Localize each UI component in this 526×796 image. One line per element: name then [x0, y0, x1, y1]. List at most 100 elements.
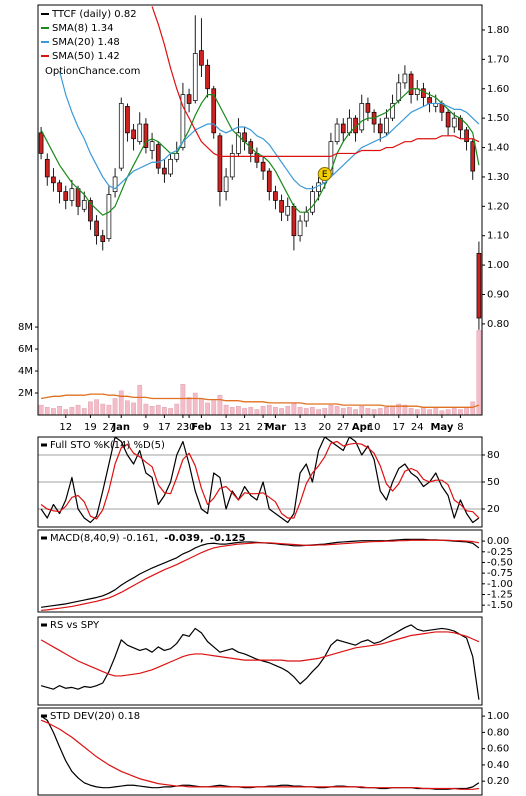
- volume-bar: [260, 406, 266, 415]
- panel-title: RS vs SPY: [50, 620, 100, 631]
- candle-body: [279, 200, 284, 213]
- candle-body: [390, 103, 395, 119]
- plot-area: [38, 6, 482, 415]
- volume-bar: [168, 408, 173, 415]
- x-tick-label: 27: [337, 422, 350, 433]
- x-tick-label: 20: [318, 422, 331, 433]
- x-tick-label: 13: [294, 422, 307, 433]
- volume-bar: [44, 407, 50, 415]
- volume-bar: [186, 397, 192, 415]
- plot-area: [40, 624, 480, 700]
- series-line: [58, 70, 480, 190]
- y-tick-label: 1.80: [487, 25, 509, 36]
- candle-body: [297, 220, 303, 237]
- candle-body: [162, 167, 167, 175]
- volume-bar: [143, 403, 149, 415]
- volume-bar: [365, 408, 371, 415]
- x-tick-label: Jan: [111, 422, 130, 433]
- panel: 80 50 20 Full STO %K(14) %D(5): [37, 436, 500, 528]
- panel-value-label: -0.125: [210, 533, 246, 544]
- y-tick-label: 1.10: [487, 231, 509, 242]
- candle-body: [149, 141, 155, 151]
- volume-bar: [433, 408, 439, 415]
- y-tick-label: 1.60: [487, 84, 509, 95]
- candle-body: [334, 123, 340, 143]
- series-line: [41, 539, 480, 611]
- candle-body: [125, 106, 130, 134]
- candle-body: [291, 205, 297, 237]
- event-label: E: [322, 170, 328, 180]
- candle-body: [365, 103, 371, 113]
- volume-bar: [100, 403, 106, 415]
- y-tick-label: 1.50: [487, 113, 509, 124]
- candle-body: [464, 129, 469, 143]
- panel-title: Full STO %K(14) %D(5): [50, 440, 165, 451]
- candle-body: [303, 211, 309, 222]
- volume-bar: [322, 408, 328, 415]
- candle-body: [192, 53, 198, 101]
- panel-title: STD DEV(20) 0.18: [50, 711, 140, 722]
- volume-bar: [75, 404, 81, 415]
- candle-body: [88, 200, 93, 222]
- candle-body: [131, 129, 136, 140]
- volume-bar: [377, 408, 383, 415]
- x-tick-label: 30: [183, 422, 196, 433]
- candle-body: [347, 117, 352, 134]
- x-tick-label: 13: [220, 422, 233, 433]
- volume-bar: [131, 402, 136, 415]
- candle-body: [44, 158, 50, 178]
- y-tick-label: 0.80: [487, 727, 509, 738]
- candle-body: [143, 123, 149, 148]
- plot-area: [40, 715, 480, 790]
- candle-body: [69, 188, 75, 201]
- candle-body: [205, 64, 210, 90]
- legend-label: SMA(50) 1.42: [52, 51, 120, 62]
- volume-bar: [88, 401, 93, 415]
- watermark: OptionChance.com: [45, 66, 140, 77]
- x-tick-label: Feb: [191, 422, 211, 433]
- volume-bar: [285, 406, 291, 415]
- candle-body: [155, 144, 161, 169]
- y-tick-label: -0.50: [487, 557, 513, 568]
- volume-bar: [414, 409, 420, 415]
- volume-bar: [476, 330, 482, 415]
- x-tick-label: 17: [392, 422, 405, 433]
- event-marker: [317, 166, 332, 181]
- candle-body: [100, 235, 106, 242]
- volume-bar: [223, 404, 229, 415]
- volume-bar: [334, 406, 340, 415]
- y-tick-label: 0.90: [487, 289, 509, 300]
- volume-bar: [112, 398, 118, 415]
- candle-body: [476, 253, 482, 319]
- candle-body: [285, 205, 291, 216]
- panel-value-label: -0.039,: [164, 533, 204, 544]
- series-line: [40, 393, 480, 408]
- candle-body: [402, 73, 408, 84]
- candle-body: [384, 117, 389, 134]
- volume-bar: [242, 408, 247, 415]
- volume-bar: [254, 409, 260, 415]
- x-tick-label: May: [430, 422, 453, 433]
- candle-body: [81, 200, 87, 210]
- candle-body: [229, 153, 235, 178]
- x-tick-label: 8: [457, 422, 463, 433]
- y-tick-label: 20: [487, 504, 500, 515]
- volume-bar: [94, 399, 99, 415]
- panel-title: MACD(8,40,9) -0.161,: [50, 533, 158, 544]
- volume-bar: [310, 407, 315, 415]
- volume-bar: [303, 408, 309, 415]
- series-line: [40, 631, 480, 677]
- series-line: [40, 88, 480, 216]
- volume-bar: [149, 406, 155, 415]
- series-line: [151, 6, 480, 157]
- plot-area: [40, 538, 480, 611]
- volume-bar: [125, 400, 130, 415]
- candle-body: [174, 153, 180, 160]
- volume-bar: [458, 409, 463, 415]
- volume-bar: [273, 407, 278, 415]
- candle-body: [266, 170, 272, 192]
- volume-bar: [347, 407, 352, 415]
- panel: 0.80 0.90 1.00 1.10 1.20 1.30 1.40 1.50 1.60 1.70…: [18, 4, 509, 433]
- panel: 1.00 0.80 0.60 0.40 0.20 STD DEV(20) 0.18: [37, 707, 509, 796]
